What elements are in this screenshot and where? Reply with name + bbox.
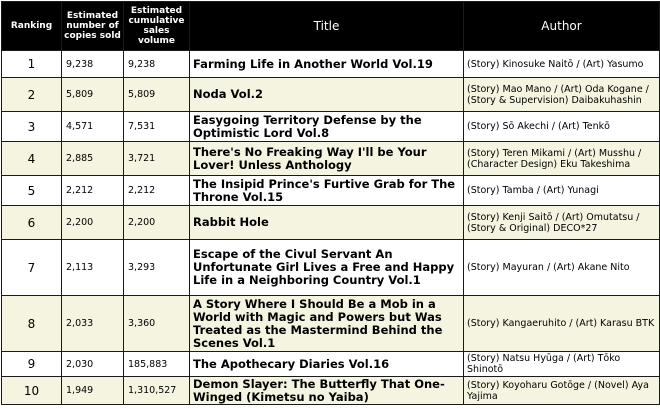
cumulative-cell: 5,809 <box>123 77 190 112</box>
copies-cell: 2,030 <box>61 351 124 377</box>
title-cell: The Insipid Prince's Furtive Grab for Th… <box>189 175 464 206</box>
table-row: 4 2,885 3,721 There's No Freaking Way I'… <box>1 141 660 176</box>
table-row: 2 5,809 5,809 Noda Vol.2 (Story) Mao Man… <box>1 77 660 112</box>
author-cell: (Story) Sō Akechi / (Art) Tenkō <box>463 111 660 142</box>
table-row: 10 1,949 1,310,527 Demon Slayer: The But… <box>1 376 660 405</box>
copies-cell: 2,033 <box>61 295 124 352</box>
table-row: 1 9,238 9,238 Farming Life in Another Wo… <box>1 50 660 78</box>
title-cell: Easygoing Territory Defense by the Optim… <box>189 111 464 142</box>
author-cell: (Story) Tamba / (Art) Yunagi <box>463 175 660 206</box>
author-cell: (Story) Mayuran / (Art) Akane Nito <box>463 239 660 296</box>
author-cell: (Story) Kangaeruhito / (Art) Karasu BTK <box>463 295 660 352</box>
table-row: 5 2,212 2,212 The Insipid Prince's Furti… <box>1 175 660 206</box>
cumulative-cell: 7,531 <box>123 111 190 142</box>
title-cell: Escape of the Civul Servant An Unfortuna… <box>189 239 464 296</box>
rank-cell: 7 <box>1 239 62 296</box>
cumulative-cell: 185,883 <box>123 351 190 377</box>
title-cell: Farming Life in Another World Vol.19 <box>189 50 464 78</box>
rank-cell: 4 <box>1 141 62 176</box>
copies-cell: 5,809 <box>61 77 124 112</box>
rank-cell: 5 <box>1 175 62 206</box>
rank-cell: 9 <box>1 351 62 377</box>
cumulative-cell: 3,360 <box>123 295 190 352</box>
title-cell: The Apothecary Diaries Vol.16 <box>189 351 464 377</box>
table-row: 9 2,030 185,883 The Apothecary Diaries V… <box>1 351 660 377</box>
author-cell: (Story) Kinosuke Naitō / (Art) Yasumo <box>463 50 660 78</box>
header-ranking: Ranking <box>1 1 62 51</box>
copies-cell: 2,212 <box>61 175 124 206</box>
rank-cell: 6 <box>1 205 62 240</box>
rank-cell: 3 <box>1 111 62 142</box>
copies-cell: 2,113 <box>61 239 124 296</box>
table-row: 3 4,571 7,531 Easygoing Territory Defens… <box>1 111 660 142</box>
author-cell: (Story) Kenji Saitō / (Art) Omutatsu / (… <box>463 205 660 240</box>
table-row: 8 2,033 3,360 A Story Where I Should Be … <box>1 295 660 352</box>
cumulative-cell: 3,293 <box>123 239 190 296</box>
copies-cell: 2,200 <box>61 205 124 240</box>
cumulative-cell: 2,200 <box>123 205 190 240</box>
header-cumulative-sales: Estimated cumulative sales volume <box>123 1 190 51</box>
table-row: 7 2,113 3,293 Escape of the Civul Servan… <box>1 239 660 296</box>
header-author: Author <box>463 1 660 51</box>
author-cell: (Story) Mao Mano / (Art) Oda Kogane / (S… <box>463 77 660 112</box>
header-title: Title <box>189 1 464 51</box>
copies-cell: 4,571 <box>61 111 124 142</box>
rank-cell: 8 <box>1 295 62 352</box>
table-row: 6 2,200 2,200 Rabbit Hole (Story) Kenji … <box>1 205 660 240</box>
title-cell: Rabbit Hole <box>189 205 464 240</box>
title-cell: Demon Slayer: The Butterfly That One-Win… <box>189 376 464 405</box>
cumulative-cell: 1,310,527 <box>123 376 190 405</box>
cumulative-cell: 3,721 <box>123 141 190 176</box>
author-cell: (Story) Koyoharu Gotōge / (Novel) Aya Ya… <box>463 376 660 405</box>
title-cell: Noda Vol.2 <box>189 77 464 112</box>
author-cell: (Story) Teren Mikami / (Art) Musshu / (C… <box>463 141 660 176</box>
title-cell: A Story Where I Should Be a Mob in a Wor… <box>189 295 464 352</box>
cumulative-cell: 2,212 <box>123 175 190 206</box>
header-row: Ranking Estimated number of copies sold … <box>1 1 660 51</box>
rank-cell: 10 <box>1 376 62 405</box>
copies-cell: 9,238 <box>61 50 124 78</box>
copies-cell: 1,949 <box>61 376 124 405</box>
title-cell: There's No Freaking Way I'll be Your Lov… <box>189 141 464 176</box>
rank-cell: 1 <box>1 50 62 78</box>
cumulative-cell: 9,238 <box>123 50 190 78</box>
copies-cell: 2,885 <box>61 141 124 176</box>
rank-cell: 2 <box>1 77 62 112</box>
header-copies-sold: Estimated number of copies sold <box>61 1 124 51</box>
author-cell: (Story) Natsu Hyūga / (Art) Tōko Shinotō <box>463 351 660 377</box>
